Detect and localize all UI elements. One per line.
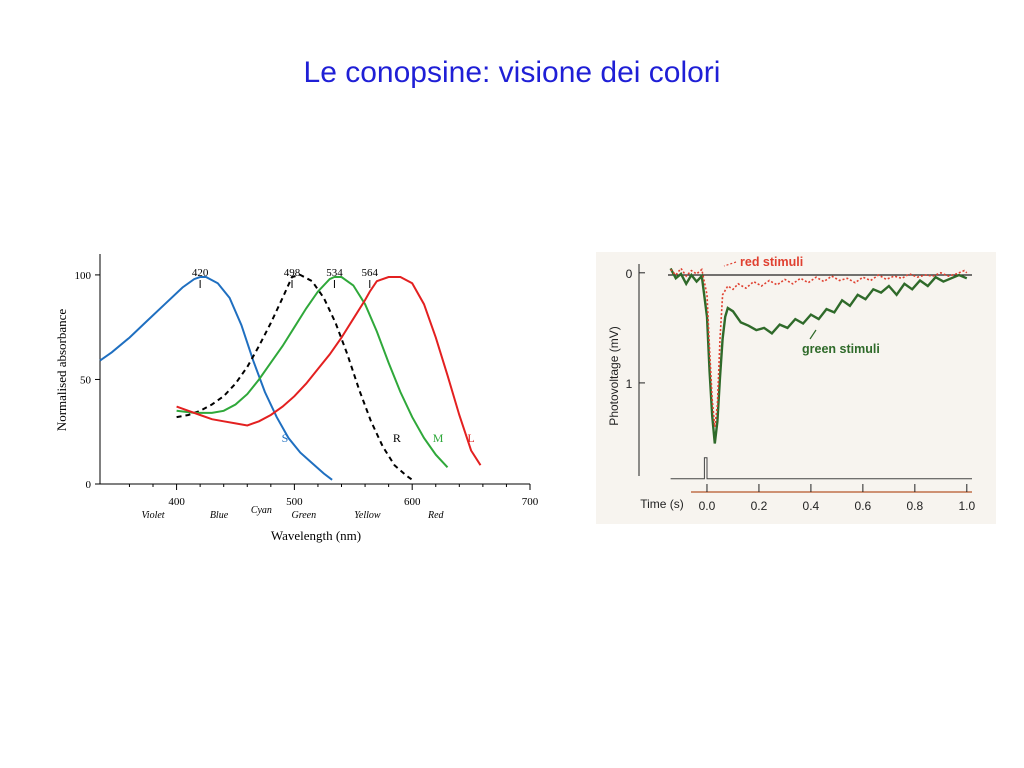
peak-wavelength-label: 498	[284, 267, 301, 279]
x-tick-label: 1.0	[958, 499, 975, 513]
series-label-s: S	[282, 431, 289, 445]
y-tick-label: 100	[75, 270, 92, 282]
curve-r	[176, 273, 413, 481]
x-tick-label: 500	[286, 496, 303, 508]
photovoltage-panel: 0 1 0.0 0.2 0.4 0.6 0.8 1.0 Time (s) Photovolt…	[596, 252, 996, 524]
y-axis-title: Photovoltage (mV)	[607, 326, 621, 425]
peak-wavelength-label: 564	[362, 267, 379, 279]
green-stimuli-pointer	[809, 329, 817, 340]
curve-s	[99, 276, 333, 481]
photovoltage-chart: 0 1 0.0 0.2 0.4 0.6 0.8 1.0 Time (s) Photovolt…	[607, 255, 975, 513]
red-stimuli-label: red stimuli	[740, 255, 803, 269]
series-label-m: M	[433, 431, 444, 445]
x-tick-label: 400	[168, 496, 185, 508]
x-tick-label: 0.8	[906, 499, 923, 513]
x-tick-label: 700	[522, 496, 539, 508]
color-name-label: Green	[291, 510, 316, 521]
green-stimuli-label: green stimuli	[802, 342, 880, 356]
color-name-label: Violet	[141, 510, 164, 521]
color-name-label: Red	[427, 510, 445, 521]
curve-l	[176, 276, 482, 466]
slide-title: Le conopsine: visione dei colori	[303, 56, 721, 89]
y-tick-label: 50	[80, 374, 92, 386]
x-tick-label: 0.0	[699, 499, 716, 513]
trace-green-stimuli	[669, 267, 968, 444]
y-axis-title: Normalised absorbance	[54, 309, 69, 432]
x-axis-title: Wavelength (nm)	[271, 528, 361, 543]
series-label-l: L	[467, 431, 474, 445]
x-tick-label: 0.2	[751, 499, 768, 513]
x-tick-label: 0.6	[855, 499, 872, 513]
absorbance-chart: 0 50 100 400 500 600 700 Violet Blue Cyan Green Y…	[54, 254, 539, 543]
curve-m	[176, 276, 449, 468]
series-label-r: R	[393, 431, 401, 445]
x-axis-title: Time (s)	[640, 497, 684, 511]
color-name-label: Blue	[210, 510, 229, 521]
x-tick-label: 600	[404, 496, 421, 508]
x-tick-label: 0.4	[803, 499, 820, 513]
y-tick-label: 1	[626, 377, 633, 391]
trace-stimulus	[670, 457, 972, 480]
y-tick-label: 0	[626, 267, 633, 281]
color-name-label: Cyan	[251, 505, 272, 516]
y-tick-label: 0	[86, 479, 92, 491]
absorbance-axes	[99, 254, 530, 485]
trace-red-stimuli	[670, 267, 968, 427]
red-stimuli-pointer	[723, 261, 737, 267]
color-name-label: Yellow	[354, 510, 381, 521]
